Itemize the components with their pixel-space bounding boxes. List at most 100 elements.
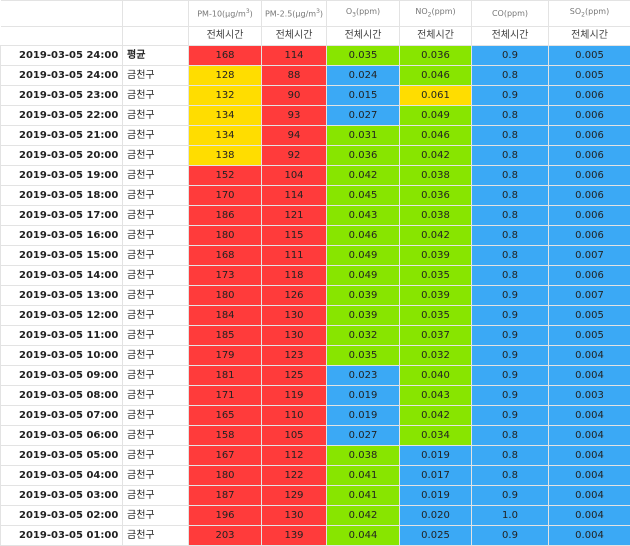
value-cell: 180 bbox=[189, 225, 262, 245]
value-cell: 134 bbox=[189, 105, 262, 125]
value-cell: 134 bbox=[189, 125, 262, 145]
value-cell: 0.8 bbox=[472, 225, 549, 245]
value-cell: 0.039 bbox=[327, 305, 400, 325]
value-cell: 94 bbox=[262, 125, 327, 145]
pollutant-header-row: PM-10(μg/m3)PM-2.5(μg/m3)O3(ppm)NO2(ppm)… bbox=[1, 1, 630, 27]
datetime-cell: 2019-03-05 16:00 bbox=[1, 225, 123, 245]
value-cell: 0.037 bbox=[400, 325, 472, 345]
value-cell: 128 bbox=[189, 65, 262, 85]
value-cell: 0.015 bbox=[327, 85, 400, 105]
value-cell: 0.036 bbox=[400, 45, 472, 65]
value-cell: 0.019 bbox=[400, 485, 472, 505]
value-cell: 196 bbox=[189, 505, 262, 525]
region-cell: 금천구 bbox=[123, 485, 189, 505]
region-cell: 평균 bbox=[123, 45, 189, 65]
value-cell: 0.035 bbox=[400, 305, 472, 325]
value-cell: 0.027 bbox=[327, 105, 400, 125]
value-cell: 0.044 bbox=[327, 525, 400, 545]
value-cell: 93 bbox=[262, 105, 327, 125]
value-cell: 0.039 bbox=[400, 285, 472, 305]
datetime-cell: 2019-03-05 02:00 bbox=[1, 505, 123, 525]
value-cell: 0.9 bbox=[472, 345, 549, 365]
value-cell: 0.032 bbox=[400, 345, 472, 365]
value-cell: 126 bbox=[262, 285, 327, 305]
value-cell: 123 bbox=[262, 345, 327, 365]
value-cell: 0.004 bbox=[549, 405, 630, 425]
value-cell: 179 bbox=[189, 345, 262, 365]
value-cell: 0.9 bbox=[472, 45, 549, 65]
value-cell: 167 bbox=[189, 445, 262, 465]
value-cell: 0.006 bbox=[549, 145, 630, 165]
datetime-cell: 2019-03-05 08:00 bbox=[1, 385, 123, 405]
datetime-cell: 2019-03-05 23:00 bbox=[1, 85, 123, 105]
value-cell: 132 bbox=[189, 85, 262, 105]
datetime-cell: 2019-03-05 09:00 bbox=[1, 365, 123, 385]
period-header: 전체시간 bbox=[400, 26, 472, 45]
value-cell: 186 bbox=[189, 205, 262, 225]
pollutant-header: SO2(ppm) bbox=[549, 1, 630, 27]
datetime-cell: 2019-03-05 18:00 bbox=[1, 185, 123, 205]
value-cell: 0.8 bbox=[472, 185, 549, 205]
datetime-cell: 2019-03-05 17:00 bbox=[1, 205, 123, 225]
pollutant-header: CO(ppm) bbox=[472, 1, 549, 27]
period-header: 전체시간 bbox=[189, 26, 262, 45]
value-cell: 0.004 bbox=[549, 365, 630, 385]
datetime-cell: 2019-03-05 07:00 bbox=[1, 405, 123, 425]
region-cell: 금천구 bbox=[123, 245, 189, 265]
datetime-cell: 2019-03-05 03:00 bbox=[1, 485, 123, 505]
region-cell: 금천구 bbox=[123, 105, 189, 125]
value-cell: 0.035 bbox=[327, 345, 400, 365]
value-cell: 138 bbox=[189, 145, 262, 165]
value-cell: 0.8 bbox=[472, 445, 549, 465]
region-cell: 금천구 bbox=[123, 345, 189, 365]
value-cell: 0.8 bbox=[472, 425, 549, 445]
value-cell: 0.023 bbox=[327, 365, 400, 385]
value-cell: 0.8 bbox=[472, 205, 549, 225]
value-cell: 0.005 bbox=[549, 325, 630, 345]
value-cell: 168 bbox=[189, 245, 262, 265]
value-cell: 0.006 bbox=[549, 225, 630, 245]
value-cell: 0.046 bbox=[327, 225, 400, 245]
value-cell: 0.036 bbox=[327, 145, 400, 165]
value-cell: 121 bbox=[262, 205, 327, 225]
datetime-cell: 2019-03-05 12:00 bbox=[1, 305, 123, 325]
value-cell: 0.017 bbox=[400, 465, 472, 485]
value-cell: 0.006 bbox=[549, 265, 630, 285]
value-cell: 129 bbox=[262, 485, 327, 505]
value-cell: 111 bbox=[262, 245, 327, 265]
value-cell: 88 bbox=[262, 65, 327, 85]
value-cell: 125 bbox=[262, 365, 327, 385]
value-cell: 0.031 bbox=[327, 125, 400, 145]
value-cell: 0.038 bbox=[400, 165, 472, 185]
value-cell: 112 bbox=[262, 445, 327, 465]
datetime-cell: 2019-03-05 01:00 bbox=[1, 525, 123, 545]
value-cell: 0.049 bbox=[327, 265, 400, 285]
value-cell: 115 bbox=[262, 225, 327, 245]
datetime-cell: 2019-03-05 21:00 bbox=[1, 125, 123, 145]
value-cell: 0.019 bbox=[327, 405, 400, 425]
value-cell: 0.8 bbox=[472, 165, 549, 185]
value-cell: 203 bbox=[189, 525, 262, 545]
value-cell: 0.9 bbox=[472, 85, 549, 105]
value-cell: 0.9 bbox=[472, 525, 549, 545]
value-cell: 130 bbox=[262, 505, 327, 525]
value-cell: 0.004 bbox=[549, 485, 630, 505]
datetime-cell: 2019-03-05 15:00 bbox=[1, 245, 123, 265]
value-cell: 0.038 bbox=[327, 445, 400, 465]
region-cell: 금천구 bbox=[123, 285, 189, 305]
